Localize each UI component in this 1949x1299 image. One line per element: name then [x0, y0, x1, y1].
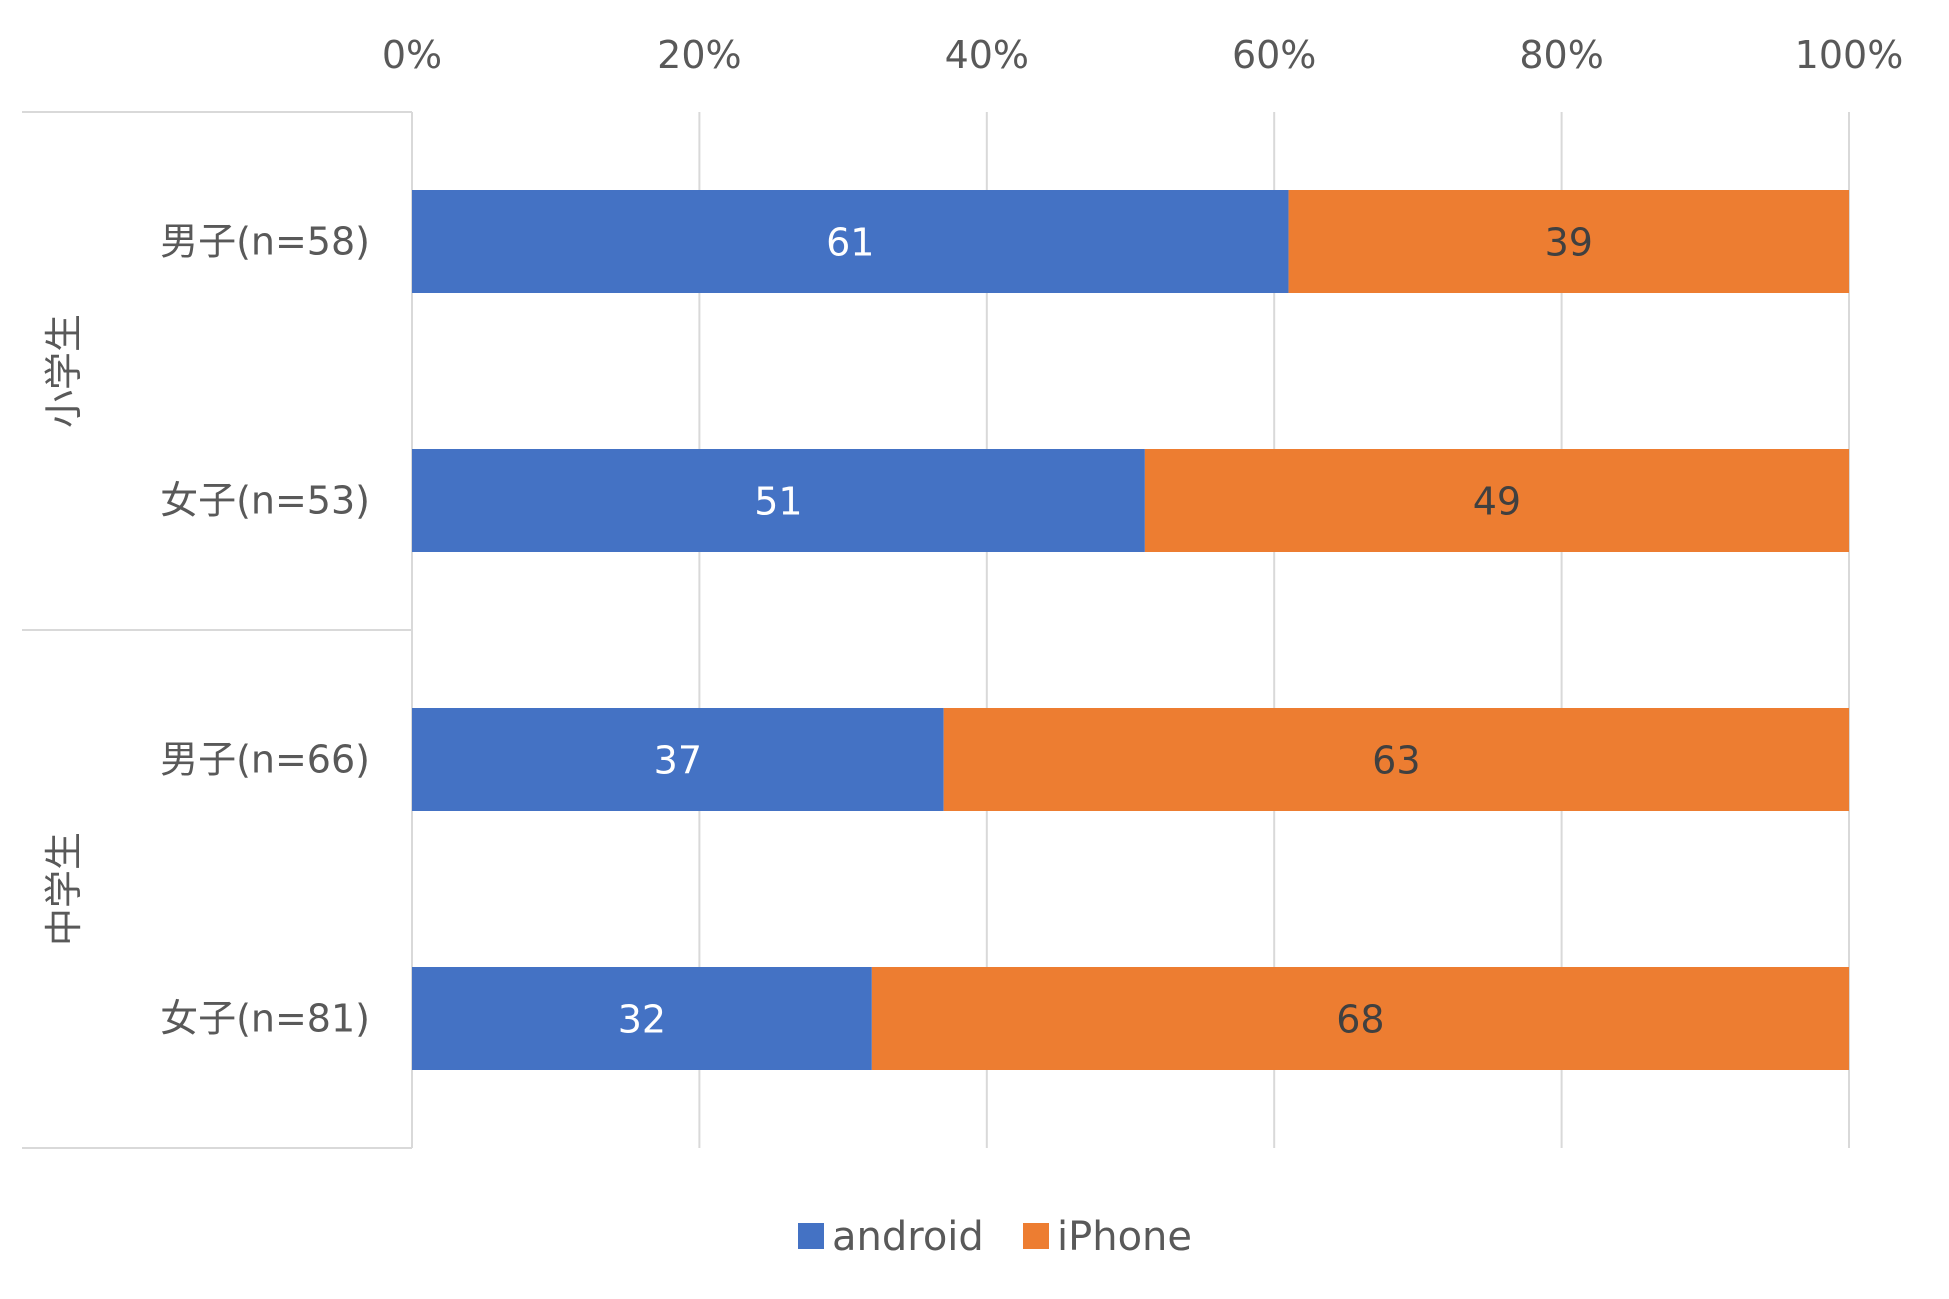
x-tick-label: 20%	[657, 33, 741, 77]
bar-android	[412, 708, 944, 811]
category-label: 女子(n=53)	[160, 479, 370, 523]
bars	[412, 190, 1849, 1070]
legend-swatch-android	[798, 1223, 824, 1249]
group-label: 小学生	[42, 314, 86, 428]
data-label: 49	[1473, 480, 1521, 524]
x-tick-label: 0%	[382, 33, 442, 77]
bar-iphone	[1144, 449, 1849, 552]
data-label: 63	[1372, 739, 1420, 783]
data-label: 37	[654, 739, 702, 783]
category-labels: 男子(n=58) 女子(n=53) 男子(n=66) 女子(n=81)	[160, 220, 370, 1041]
bar-android	[412, 967, 872, 1070]
category-label: 女子(n=81)	[160, 997, 370, 1041]
data-label: 51	[754, 480, 802, 524]
data-label: 39	[1545, 221, 1593, 265]
legend: android iPhone	[798, 1214, 1192, 1260]
category-label: 男子(n=58)	[160, 220, 370, 264]
bar-android	[412, 449, 1145, 552]
group-label: 中学生	[42, 832, 86, 946]
x-tick-label: 100%	[1795, 33, 1904, 77]
data-label: 61	[826, 221, 874, 265]
category-axis-frame	[22, 111, 413, 1149]
legend-label: iPhone	[1057, 1214, 1192, 1260]
data-label: 68	[1336, 998, 1384, 1042]
legend-label: android	[832, 1214, 984, 1260]
legend-swatch-iphone	[1023, 1223, 1049, 1249]
x-tick-label: 80%	[1519, 33, 1603, 77]
x-tick-label: 40%	[945, 33, 1029, 77]
x-axis-ticks: 0% 20% 40% 60% 80% 100%	[382, 33, 1903, 77]
bar-iphone	[943, 708, 1849, 811]
category-label: 男子(n=66)	[160, 738, 370, 782]
bar-iphone	[1288, 190, 1849, 293]
data-labels: 61 39 51 49 37 63 32 68	[618, 221, 1593, 1042]
bar-android	[412, 190, 1289, 293]
bar-iphone	[871, 967, 1849, 1070]
x-tick-label: 60%	[1232, 33, 1316, 77]
data-label: 32	[618, 998, 666, 1042]
